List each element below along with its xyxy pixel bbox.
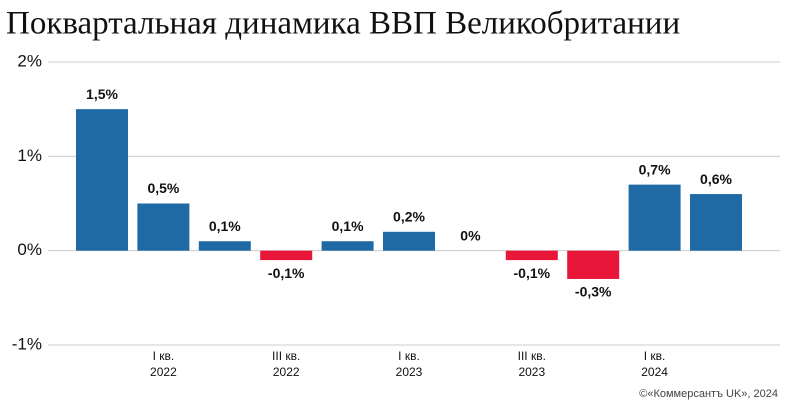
- y-tick-label: 0%: [17, 240, 42, 259]
- x-tick-label: III кв.: [272, 349, 300, 363]
- bar: [76, 109, 128, 251]
- chart-title: Поквартальная динамика ВВП Великобритани…: [6, 6, 680, 42]
- y-tick-label: 1%: [17, 146, 42, 165]
- value-label: 0,6%: [700, 171, 732, 187]
- x-tick-label: 2022: [150, 365, 177, 379]
- bar: [383, 231, 435, 251]
- bar: [260, 250, 313, 261]
- bar: [567, 250, 620, 279]
- x-tick-label: I кв.: [398, 349, 420, 363]
- bar: [505, 250, 558, 261]
- value-label: 0%: [460, 227, 481, 243]
- x-tick-label: I кв.: [644, 349, 666, 363]
- bar: [198, 241, 251, 251]
- bar: [690, 194, 742, 251]
- value-label: 0,2%: [393, 209, 425, 225]
- source: ©«Коммерсантъ UK», 2024: [639, 388, 778, 400]
- value-label: 0,1%: [209, 218, 241, 234]
- bar: [137, 203, 190, 251]
- x-tick-label: III кв.: [518, 349, 546, 363]
- value-label: -0,1%: [514, 265, 551, 281]
- x-tick-label: 2023: [518, 365, 545, 379]
- x-tick-label: I кв.: [153, 349, 175, 363]
- x-tick-label: 2023: [396, 365, 423, 379]
- value-label: 0,5%: [147, 180, 179, 196]
- y-tick-label: -1%: [12, 334, 42, 353]
- value-label: 0,7%: [639, 161, 671, 177]
- x-tick-label: 2022: [273, 365, 300, 379]
- bar: [321, 241, 374, 251]
- x-tick-label: 2024: [641, 365, 668, 379]
- value-label: -0,3%: [575, 284, 612, 300]
- bar: [628, 184, 681, 251]
- y-tick-label: 2%: [17, 51, 42, 70]
- value-label: -0,1%: [268, 265, 305, 281]
- value-label: 0,1%: [332, 218, 364, 234]
- value-label: 1,5%: [86, 86, 118, 102]
